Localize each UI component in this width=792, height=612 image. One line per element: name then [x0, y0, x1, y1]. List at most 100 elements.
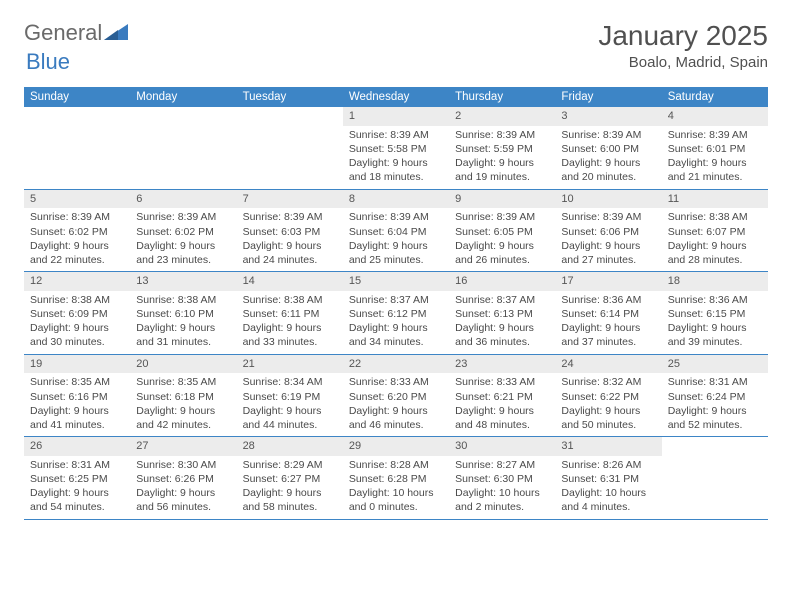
dl1-text: Daylight: 9 hours [561, 239, 655, 253]
day-number: 10 [555, 190, 661, 209]
calendar-cell: 11Sunrise: 8:38 AMSunset: 6:07 PMDayligh… [662, 190, 768, 272]
cell-body: Sunrise: 8:30 AMSunset: 6:26 PMDaylight:… [130, 458, 236, 519]
sunrise-text: Sunrise: 8:39 AM [243, 210, 337, 224]
calendar-cell-blank [24, 107, 130, 189]
day-number: 9 [449, 190, 555, 209]
cell-body: Sunrise: 8:36 AMSunset: 6:14 PMDaylight:… [555, 293, 661, 354]
cell-body: Sunrise: 8:39 AMSunset: 6:00 PMDaylight:… [555, 128, 661, 189]
day-number: 24 [555, 355, 661, 374]
sunrise-text: Sunrise: 8:32 AM [561, 375, 655, 389]
day-number: 22 [343, 355, 449, 374]
calendar-cell: 29Sunrise: 8:28 AMSunset: 6:28 PMDayligh… [343, 437, 449, 519]
sunset-text: Sunset: 6:02 PM [136, 225, 230, 239]
sunrise-text: Sunrise: 8:37 AM [349, 293, 443, 307]
day-number: 12 [24, 272, 130, 291]
sunrise-text: Sunrise: 8:31 AM [668, 375, 762, 389]
dl1-text: Daylight: 10 hours [561, 486, 655, 500]
calendar-cell: 9Sunrise: 8:39 AMSunset: 6:05 PMDaylight… [449, 190, 555, 272]
day-number: 19 [24, 355, 130, 374]
sunrise-text: Sunrise: 8:39 AM [30, 210, 124, 224]
calendar-cell: 17 Sunrise: 8:36 AMSunset: 6:14 PMDayligh… [555, 272, 661, 354]
day-header: Sunday [24, 87, 130, 107]
day-number: 8 [343, 190, 449, 209]
sunrise-text: Sunrise: 8:37 AM [455, 293, 549, 307]
dl2-text: and 41 minutes. [30, 418, 124, 432]
sunset-text: Sunset: 6:14 PM [561, 307, 655, 321]
cell-body: Sunrise: 8:38 AMSunset: 6:07 PMDaylight:… [662, 210, 768, 271]
calendar-cell: 8Sunrise: 8:39 AMSunset: 6:04 PMDaylight… [343, 190, 449, 272]
day-number: 15 [343, 272, 449, 291]
sunset-text: Sunset: 6:19 PM [243, 390, 337, 404]
sunset-text: Sunset: 6:12 PM [349, 307, 443, 321]
dl2-text: and 58 minutes. [243, 500, 337, 514]
sunset-text: Sunset: 6:09 PM [30, 307, 124, 321]
logo-triangle-icon [104, 22, 128, 45]
month-title: January 2025 [598, 20, 768, 52]
dl2-text: and 23 minutes. [136, 253, 230, 267]
day-number: 21 [237, 355, 343, 374]
calendar-cell: 13Sunrise: 8:38 AMSunset: 6:10 PMDayligh… [130, 272, 236, 354]
sunset-text: Sunset: 6:05 PM [455, 225, 549, 239]
sunset-text: Sunset: 6:28 PM [349, 472, 443, 486]
dl1-text: Daylight: 9 hours [668, 156, 762, 170]
dl1-text: Daylight: 9 hours [561, 156, 655, 170]
sunrise-text: Sunrise: 8:38 AM [136, 293, 230, 307]
dl1-text: Daylight: 9 hours [243, 239, 337, 253]
sunrise-text: Sunrise: 8:36 AM [561, 293, 655, 307]
logo-text-gray: General [24, 20, 102, 46]
day-number: 6 [130, 190, 236, 209]
calendar-cell: 1Sunrise: 8:39 AMSunset: 5:58 PMDaylight… [343, 107, 449, 189]
day-number: 29 [343, 437, 449, 456]
sunrise-text: Sunrise: 8:35 AM [30, 375, 124, 389]
sunset-text: Sunset: 6:02 PM [30, 225, 124, 239]
dl2-text: and 44 minutes. [243, 418, 337, 432]
dl2-text: and 27 minutes. [561, 253, 655, 267]
calendar-cell-blank [130, 107, 236, 189]
calendar-page: General January 2025 Boalo, Madrid, Spai… [0, 0, 792, 540]
cell-body: Sunrise: 8:33 AMSunset: 6:21 PMDaylight:… [449, 375, 555, 436]
sunset-text: Sunset: 6:25 PM [30, 472, 124, 486]
day-header: Thursday [449, 87, 555, 107]
calendar-cell: 5Sunrise: 8:39 AMSunset: 6:02 PMDaylight… [24, 190, 130, 272]
cell-body: Sunrise: 8:39 AMSunset: 6:02 PMDaylight:… [24, 210, 130, 271]
cell-body: Sunrise: 8:39 AMSunset: 6:03 PMDaylight:… [237, 210, 343, 271]
cell-body: Sunrise: 8:39 AMSunset: 6:05 PMDaylight:… [449, 210, 555, 271]
dl2-text: and 30 minutes. [30, 335, 124, 349]
sunset-text: Sunset: 6:04 PM [349, 225, 443, 239]
sunrise-text: Sunrise: 8:28 AM [349, 458, 443, 472]
calendar-cell: 16Sunrise: 8:37 AMSunset: 6:13 PMDayligh… [449, 272, 555, 354]
sunrise-text: Sunrise: 8:39 AM [455, 210, 549, 224]
day-number: 28 [237, 437, 343, 456]
calendar-cell: 19Sunrise: 8:35 AMSunset: 6:16 PMDayligh… [24, 355, 130, 437]
sunrise-text: Sunrise: 8:27 AM [455, 458, 549, 472]
dl1-text: Daylight: 9 hours [30, 239, 124, 253]
day-number: 16 [449, 272, 555, 291]
title-block: January 2025 Boalo, Madrid, Spain [598, 20, 768, 71]
calendar-cell: 2Sunrise: 8:39 AMSunset: 5:59 PMDaylight… [449, 107, 555, 189]
dl2-text: and 19 minutes. [455, 170, 549, 184]
sunset-text: Sunset: 6:10 PM [136, 307, 230, 321]
calendar-cell: 26Sunrise: 8:31 AMSunset: 6:25 PMDayligh… [24, 437, 130, 519]
dl1-text: Daylight: 9 hours [668, 404, 762, 418]
dl1-text: Daylight: 9 hours [455, 404, 549, 418]
sunset-text: Sunset: 6:16 PM [30, 390, 124, 404]
dl1-text: Daylight: 9 hours [243, 404, 337, 418]
sunrise-text: Sunrise: 8:38 AM [243, 293, 337, 307]
dl2-text: and 34 minutes. [349, 335, 443, 349]
day-number: 4 [662, 107, 768, 126]
day-number: 17 [555, 272, 661, 291]
dl2-text: and 2 minutes. [455, 500, 549, 514]
sunrise-text: Sunrise: 8:39 AM [349, 128, 443, 142]
calendar-cell-blank [237, 107, 343, 189]
day-number: 18 [662, 272, 768, 291]
cell-body: Sunrise: 8:27 AMSunset: 6:30 PMDaylight:… [449, 458, 555, 519]
day-number: 2 [449, 107, 555, 126]
dl2-text: and 25 minutes. [349, 253, 443, 267]
day-number: 26 [24, 437, 130, 456]
dl2-text: and 0 minutes. [349, 500, 443, 514]
calendar-cell: 24Sunrise: 8:32 AMSunset: 6:22 PMDayligh… [555, 355, 661, 437]
dl1-text: Daylight: 10 hours [455, 486, 549, 500]
cell-body: Sunrise: 8:39 AMSunset: 6:06 PMDaylight:… [555, 210, 661, 271]
week-row: 1Sunrise: 8:39 AMSunset: 5:58 PMDaylight… [24, 107, 768, 190]
sunset-text: Sunset: 6:27 PM [243, 472, 337, 486]
